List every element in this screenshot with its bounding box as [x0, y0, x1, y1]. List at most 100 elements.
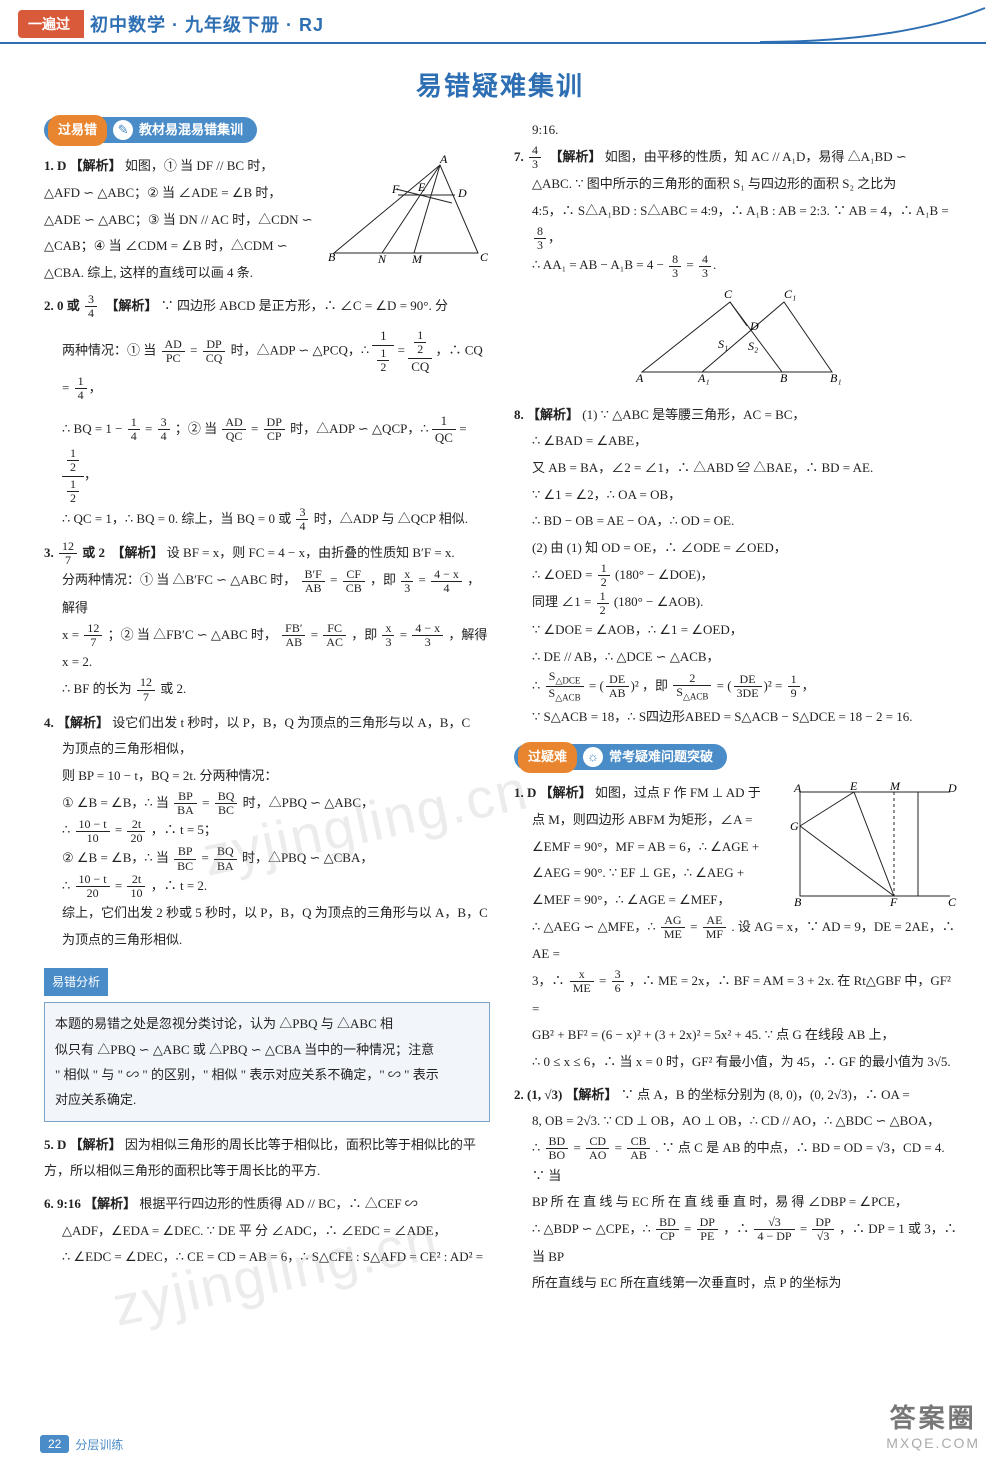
q2-frac-3-4: 34: [85, 293, 97, 320]
frac-8-3: 83: [534, 225, 546, 252]
q3-l3c: ，即: [351, 627, 377, 642]
q4-tag: 【解析】: [57, 715, 109, 730]
frac-1-2b: 12: [597, 590, 609, 617]
q3-tag: 【解析】: [112, 545, 164, 560]
s2q2-line5: ∴ △BDP ∽ △CPE，∴ BDCP = DPPE ，∴ √34 − DP …: [514, 1216, 960, 1270]
figure-translation: AA₁ BB₁ CC₁ D S₁ S₂: [514, 286, 960, 396]
q3-num: 3.: [44, 545, 54, 560]
q2-l2b: 时，△ADP ∽ △PCQ，∴: [231, 343, 369, 358]
q4-line7: ∴ 10 − t20 = 2t10 ，∴ t = 2.: [44, 873, 490, 901]
frac-2t-20: 2t20: [127, 818, 145, 845]
frac-x-3: x3: [401, 568, 413, 595]
q4-l6a: ② ∠B = ∠B，∴ 当: [62, 850, 169, 865]
svg-text:A: A: [635, 371, 644, 385]
footer-text: 分层训练: [75, 1436, 123, 1453]
svg-text:M: M: [411, 252, 423, 266]
frac-AE-MF: AEMF: [703, 914, 726, 941]
q7-l1: 如图，由平移的性质，知 AC // A₁D，易得 △A₁BD ∽: [605, 149, 907, 164]
q4-l2: 为顶点的三角形相似，: [44, 741, 192, 756]
corner-logo: 答案圈 MXQE.COM: [886, 1398, 980, 1451]
q6-num: 6. 9:16: [44, 1196, 81, 1211]
q3-after: 或 2: [82, 545, 105, 560]
s2q2-l3a: ∴: [532, 1140, 540, 1155]
q3-l2a: 分两种情况：① 当 △B′FC ∽ △ABC 时，: [62, 572, 296, 587]
q1-l5: △CBA. 综上, 这样的直线可以画 4 条.: [44, 265, 253, 280]
q1-l1: 如图，① 当 DF // BC 时，: [125, 158, 273, 173]
frac-BQ-BA: BQBA: [214, 845, 237, 872]
q4-l8: 综上，它们出发 2 秒或 5 秒时，以 P，B，Q 为顶点的三角形与以 A，B，…: [44, 905, 488, 920]
cl2: 似只有 △PBQ ∽ △ABC 或 △PBQ ∽ △CBA 当中的一种情况；注意: [55, 1042, 434, 1057]
svg-text:S₁: S₁: [718, 337, 728, 351]
q7-line3: 4:5，∴ S△A₁BD : S△ABC = 4:9，∴ A₁B : AB = …: [514, 198, 960, 252]
header-curve-decoration: [760, 2, 990, 44]
frac-12-7b: 127: [84, 622, 102, 649]
right-column: 9:16. 7. 43 【解析】 如图，由平移的性质，知 AC // A₁D，易…: [514, 117, 960, 1303]
frac-AD-PC: ADPC: [162, 338, 185, 365]
q7-tag: 【解析】: [550, 149, 602, 164]
q5-num: 5. D: [44, 1137, 66, 1152]
page-footer: 22 分层训练: [40, 1435, 123, 1453]
svg-text:A₁: A₁: [697, 371, 710, 385]
question-2: 2. 0 或 34 【解析】 ∵ 四边形 ABCD 是正方形，∴ ∠C = ∠D…: [44, 293, 490, 534]
s2q1-tag: 【解析】: [540, 785, 592, 800]
q7-l4a: ∴ AA₁ = AB − A₁B = 4 −: [532, 257, 664, 272]
cfrac-3: 1QC: [432, 413, 456, 447]
svg-text:D: D: [749, 319, 759, 333]
frac-BD-BO: BDBO: [546, 1135, 569, 1162]
svg-text:G: G: [790, 819, 799, 833]
frac-10t-20: 10 − t20: [76, 873, 110, 900]
s2q1-l7a: 3，∴: [532, 973, 565, 988]
frac-3-4c: 34: [296, 506, 308, 533]
q8-l7a: ∴ ∠OED =: [532, 567, 592, 582]
frac-AG-ME: AGME: [661, 914, 685, 941]
q2-l4a: ∴ QC = 1，∴ BQ = 0. 综上，当 BQ = 0 或: [62, 511, 291, 526]
frac-BQ-BC: BQBC: [215, 790, 238, 817]
s2q1-l8: GB² + BF² = (6 − x)² + (3 + 2x)² = 5x² +…: [514, 1027, 895, 1042]
frac-1-9: 19: [788, 673, 800, 700]
frac-DP-PE: DPPE: [697, 1216, 718, 1243]
figure-triangle-1: A B C N M F E D: [322, 155, 490, 267]
q2-l3a: ∴ BQ = 1 −: [62, 420, 123, 435]
frac-BP-BC: BPBC: [174, 845, 196, 872]
q7-l2: △ABC. ∵ 图中所示的三角形的面积 S₁ 与四边形的面积 S₂ 之比为: [514, 176, 896, 191]
q1-l4: △CAB；④ 当 ∠CDM = ∠B 时，△CDM ∽: [44, 238, 288, 253]
q8-line8: 同理 ∠1 = 12 (180° − ∠AOB).: [514, 589, 960, 617]
q8-l9: ∵ ∠DOE = ∠AOB，∴ ∠1 = ∠OED，: [514, 622, 743, 637]
pill2-icon: ☼: [583, 747, 603, 767]
q3-l3a: x =: [62, 627, 79, 642]
pill2-right: 常考疑难问题突破: [609, 744, 713, 771]
question-8: 8. 【解析】 (1) ∵ △ABC 是等腰三角形，AC = BC， ∴ ∠BA…: [514, 402, 960, 731]
s2q1-l9: ∴ 0 ≤ x ≤ 6，∴ 当 x = 0 时，GF² 有最小值，为 45，∴ …: [514, 1054, 951, 1069]
q2-line3: ∴ BQ = 1 − 14 = 34 ；② 当 ADQC = DPCP 时，△A…: [44, 413, 490, 506]
q3-l4a: ∴ BF 的长为: [62, 681, 132, 696]
q2-line4: ∴ QC = 1，∴ BQ = 0. 综上，当 BQ = 0 或 34 时，△A…: [44, 506, 490, 534]
q3-l4b: 或 2.: [160, 681, 186, 696]
question-6: 6. 9:16 【解析】 根据平行四边形的性质得 AD // BC，∴ △CEF…: [44, 1191, 490, 1271]
frac-4-3b: 43: [699, 253, 711, 280]
section-pill-1: 过易错 ✎ 教材易混易错集训: [44, 117, 257, 143]
s2q2-num: 2. (1, √3): [514, 1087, 562, 1102]
frac-x-ME: xME: [570, 968, 594, 995]
frac-4x-4: 4 − x4: [431, 568, 462, 595]
s2q1-l1: 如图，过点 F 作 FM ⊥ AD 于: [595, 785, 761, 800]
frac-SDCE-SACB: S△DCES△ACB: [546, 670, 584, 704]
q8-l11b: ，即: [642, 678, 668, 693]
q8-l12: ∵ S△ACB = 18，∴ S四边形ABED = S△ACB − S△DCE …: [514, 709, 913, 724]
q7-num: 7.: [514, 149, 524, 164]
q4-l3: 则 BP = 10 − t，BQ = 2t. 分两种情况：: [44, 768, 277, 783]
q8-num: 8.: [514, 407, 524, 422]
r-top: 9:16.: [514, 117, 960, 144]
q8-line7: ∴ ∠OED = 12 (180° − ∠DOE)，: [514, 562, 960, 590]
frac-2-SACB: 2S△ACB: [673, 672, 711, 702]
cfrac-4: 1212: [62, 446, 84, 506]
frac-8-3b: 83: [669, 253, 681, 280]
s2q2-tag: 【解析】: [566, 1087, 618, 1102]
q3-l1: 设 BF = x，则 FC = 4 − x，由折叠的性质知 B′F = x.: [167, 545, 455, 560]
svg-text:C₁: C₁: [784, 287, 796, 301]
frac-4-3: 43: [529, 144, 541, 171]
q2-l4b: 时，△ADP 与 △QCP 相似.: [314, 511, 468, 526]
question-5: 5. D 【解析】 因为相似三角形的周长比等于相似比，面积比等于相似比的平方，所…: [44, 1132, 490, 1185]
svg-text:M: M: [889, 782, 901, 793]
pill-right-label: 教材易混易错集训: [139, 117, 243, 144]
frac-10t-10: 10 − t10: [76, 818, 110, 845]
